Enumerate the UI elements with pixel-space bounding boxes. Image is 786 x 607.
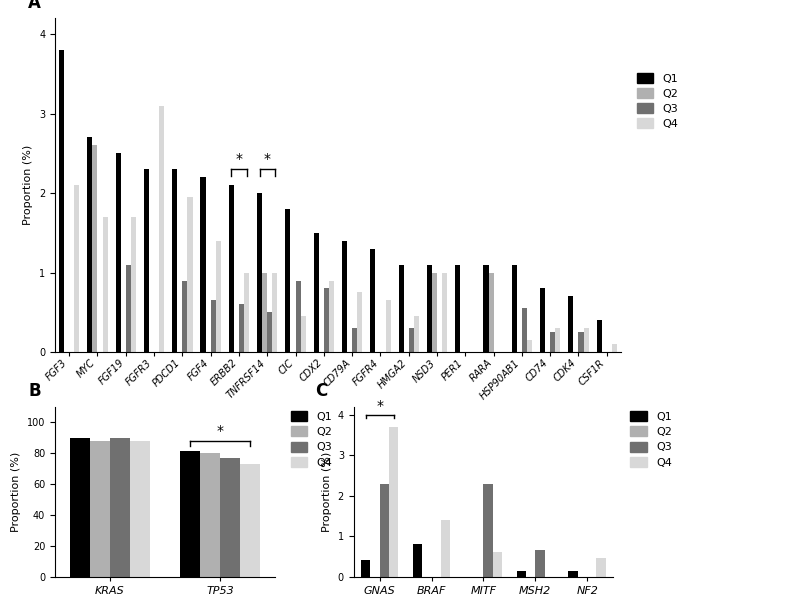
Bar: [568, 571, 578, 577]
Bar: [329, 280, 334, 352]
Bar: [442, 273, 447, 352]
Bar: [74, 185, 79, 352]
Bar: [257, 193, 263, 352]
Bar: [59, 50, 64, 352]
Bar: [441, 520, 450, 577]
Bar: [522, 308, 527, 352]
Bar: [90, 441, 110, 577]
Bar: [409, 328, 413, 352]
Bar: [527, 340, 532, 352]
Bar: [399, 265, 404, 352]
Y-axis label: Proportion (%): Proportion (%): [11, 452, 21, 532]
Bar: [211, 300, 215, 352]
Bar: [220, 458, 240, 577]
Y-axis label: Proportion (%): Proportion (%): [24, 145, 34, 225]
Bar: [181, 452, 200, 577]
Bar: [87, 137, 93, 352]
Text: C: C: [314, 382, 327, 400]
Text: A: A: [28, 0, 41, 12]
Bar: [550, 332, 555, 352]
Bar: [389, 427, 399, 577]
Bar: [612, 344, 617, 352]
Y-axis label: Proportion (%): Proportion (%): [322, 452, 332, 532]
Bar: [324, 288, 329, 352]
Bar: [597, 320, 602, 352]
Bar: [126, 265, 130, 352]
Bar: [493, 552, 502, 577]
Bar: [130, 441, 149, 577]
Bar: [263, 273, 267, 352]
Legend: Q1, Q2, Q3, Q4: Q1, Q2, Q3, Q4: [632, 69, 682, 134]
Bar: [93, 146, 97, 352]
Bar: [555, 328, 560, 352]
Bar: [489, 273, 494, 352]
Bar: [110, 438, 130, 577]
Bar: [540, 288, 545, 352]
Bar: [357, 293, 362, 352]
Legend: Q1, Q2, Q3, Q4: Q1, Q2, Q3, Q4: [626, 407, 677, 472]
Bar: [597, 558, 606, 577]
Bar: [229, 185, 234, 352]
Bar: [130, 217, 136, 352]
Bar: [200, 177, 206, 352]
Bar: [239, 304, 244, 352]
Bar: [296, 280, 300, 352]
Bar: [380, 484, 389, 577]
Bar: [516, 571, 526, 577]
Bar: [187, 197, 193, 352]
Bar: [172, 169, 178, 352]
Bar: [535, 551, 545, 577]
Bar: [314, 233, 319, 352]
Bar: [116, 154, 121, 352]
Legend: Q1, Q2, Q3, Q4: Q1, Q2, Q3, Q4: [286, 407, 336, 472]
Bar: [578, 332, 583, 352]
Bar: [413, 544, 422, 577]
Bar: [200, 453, 220, 577]
Bar: [159, 106, 164, 352]
Bar: [300, 316, 306, 352]
Bar: [483, 484, 493, 577]
Bar: [432, 273, 437, 352]
Bar: [512, 265, 517, 352]
Text: *: *: [264, 152, 270, 166]
Bar: [182, 280, 187, 352]
Bar: [272, 273, 277, 352]
Bar: [244, 273, 249, 352]
Text: *: *: [217, 424, 223, 438]
Bar: [215, 241, 221, 352]
Bar: [583, 328, 589, 352]
Bar: [370, 249, 376, 352]
Bar: [342, 241, 347, 352]
Bar: [352, 328, 357, 352]
Bar: [240, 464, 259, 577]
Bar: [71, 438, 90, 577]
Bar: [427, 265, 432, 352]
Bar: [568, 296, 574, 352]
Bar: [361, 560, 370, 577]
Bar: [385, 300, 391, 352]
Bar: [144, 169, 149, 352]
Bar: [285, 209, 291, 352]
Bar: [267, 313, 272, 352]
Bar: [483, 265, 489, 352]
Text: B: B: [28, 382, 41, 400]
Text: *: *: [376, 399, 383, 413]
Text: *: *: [236, 152, 242, 166]
Bar: [102, 217, 108, 352]
Bar: [455, 265, 461, 352]
Bar: [413, 316, 419, 352]
